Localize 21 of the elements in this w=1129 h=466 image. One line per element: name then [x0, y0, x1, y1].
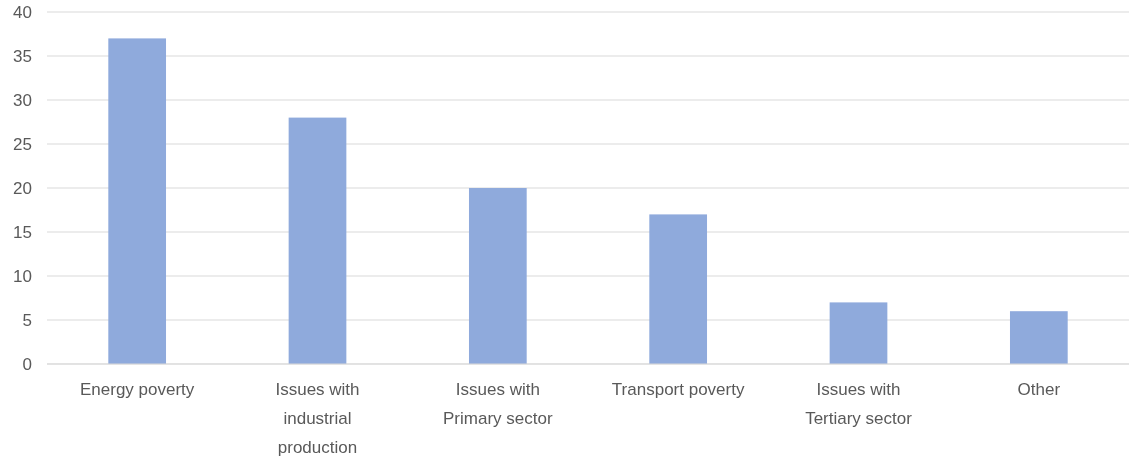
- y-tick-label: 25: [13, 134, 32, 154]
- y-tick-label: 20: [13, 178, 32, 198]
- y-tick-label: 30: [13, 90, 32, 110]
- y-tick-label: 15: [13, 222, 32, 242]
- y-tick-label: 40: [13, 2, 32, 22]
- y-tick-label: 10: [13, 266, 32, 286]
- bar: [1009, 311, 1068, 364]
- bar: [468, 188, 527, 364]
- y-tick-label: 5: [22, 310, 32, 330]
- x-tick-label: Issues with Primary sector: [443, 380, 553, 428]
- x-tick-label: Transport poverty: [611, 380, 745, 399]
- bar: [108, 38, 167, 364]
- bar: [288, 117, 347, 364]
- y-tick-label: 0: [22, 354, 32, 374]
- x-tick-label: Issues with Tertiary sector: [805, 380, 913, 428]
- bar: [649, 214, 708, 364]
- x-tick-label: Other: [1017, 380, 1061, 399]
- x-tick-label: Energy poverty: [79, 380, 195, 399]
- x-tick-label: Issues with industrial production: [275, 380, 360, 457]
- y-tick-label: 35: [13, 46, 32, 66]
- bar: [829, 302, 888, 364]
